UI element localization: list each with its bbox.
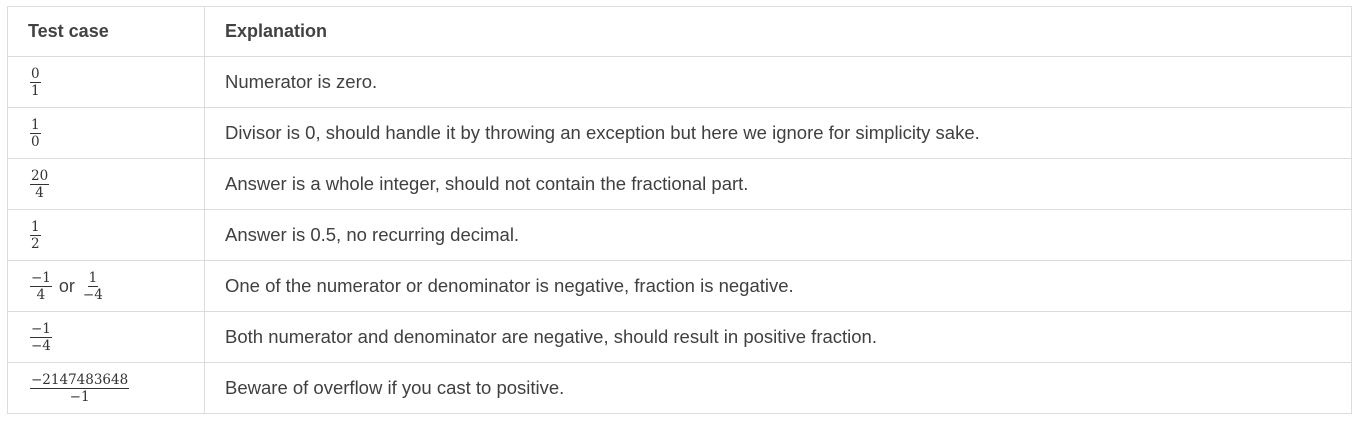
denominator: −4: [31, 337, 51, 354]
explanation-cell: Both numerator and denominator are negat…: [204, 311, 1352, 363]
test-case-cell: 1 0: [7, 107, 205, 159]
numerator: 20: [30, 167, 50, 185]
numerator: −1: [30, 269, 52, 287]
fraction: 1 −4: [82, 271, 104, 302]
fraction: −1 4: [30, 271, 52, 302]
fraction: 20 4: [30, 167, 50, 201]
numerator: 1: [87, 269, 99, 287]
numerator: 1: [30, 116, 41, 134]
table-row: 1 2 Answer is 0.5, no recurring decimal.: [7, 209, 1352, 261]
denominator: 0: [31, 133, 40, 150]
numerator: −2147483648: [30, 371, 130, 389]
numerator: −1: [30, 320, 52, 338]
table-row: −1 4 or 1 −4 One of the numerator or den…: [7, 260, 1352, 312]
test-cases-table: Test case Explanation 0 1 Numerator is z…: [7, 6, 1352, 414]
explanation-cell: Beware of overflow if you cast to positi…: [204, 362, 1352, 414]
explanation-cell: One of the numerator or denominator is n…: [204, 260, 1352, 312]
denominator: 1: [31, 82, 40, 99]
header-test-case: Test case: [7, 6, 205, 57]
test-case-cell: −1 −4: [7, 311, 205, 363]
denominator: −4: [82, 286, 103, 303]
table-row: −1 −4 Both numerator and denominator are…: [7, 311, 1352, 363]
test-case-cell: 0 1: [7, 56, 205, 108]
fraction: 1 0: [30, 118, 41, 149]
fraction: −1 −4: [30, 322, 52, 353]
test-case-cell: −1 4 or 1 −4: [7, 260, 205, 312]
table-row: 0 1 Numerator is zero.: [7, 56, 1352, 108]
denominator: 2: [31, 235, 40, 252]
fraction: 1 2: [30, 220, 41, 251]
explanation-cell: Numerator is zero.: [204, 56, 1352, 108]
denominator: 4: [36, 286, 46, 303]
denominator: 4: [35, 184, 44, 201]
test-case-cell: 1 2: [7, 209, 205, 261]
numerator: 0: [30, 65, 41, 83]
test-cases-table-wrapper: Test case Explanation 0 1 Numerator is z…: [7, 6, 1352, 414]
explanation-cell: Divisor is 0, should handle it by throwi…: [204, 107, 1352, 159]
table-row: 20 4 Answer is a whole integer, should n…: [7, 158, 1352, 210]
test-case-cell: 20 4: [7, 158, 205, 210]
header-row: Test case Explanation: [7, 6, 1352, 57]
numerator: 1: [30, 218, 41, 236]
table-row: −2147483648 −1 Beware of overflow if you…: [7, 362, 1352, 414]
table-row: 1 0 Divisor is 0, should handle it by th…: [7, 107, 1352, 159]
fraction: 0 1: [30, 67, 41, 98]
denominator: −1: [69, 388, 90, 405]
explanation-cell: Answer is a whole integer, should not co…: [204, 158, 1352, 210]
fraction: −2147483648 −1: [30, 371, 130, 405]
test-case-cell: −2147483648 −1: [7, 362, 205, 414]
or-connector: or: [58, 275, 75, 296]
header-explanation: Explanation: [204, 6, 1352, 57]
explanation-cell: Answer is 0.5, no recurring decimal.: [204, 209, 1352, 261]
